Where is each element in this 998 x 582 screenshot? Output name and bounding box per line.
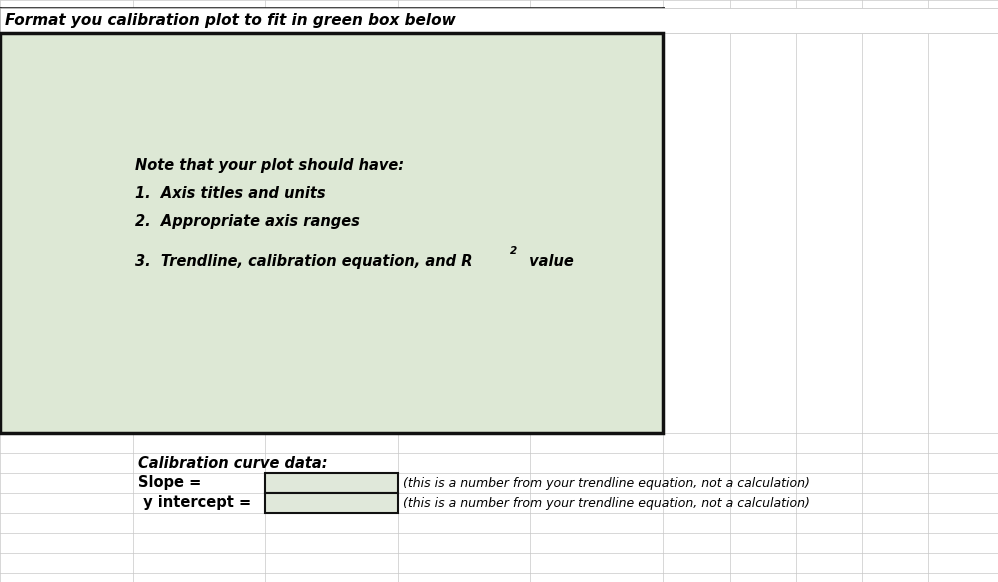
Text: Calibration curve data:: Calibration curve data: <box>138 456 327 470</box>
Bar <box>0 8 998 33</box>
Text: Format you calibration plot to fit in green box below: Format you calibration plot to fit in gr… <box>5 13 456 28</box>
Text: 2: 2 <box>510 246 517 256</box>
Text: 3.  Trendline, calibration equation, and R: 3. Trendline, calibration equation, and … <box>135 254 472 269</box>
Text: (this is a number from your trendline equation, not a calculation): (this is a number from your trendline eq… <box>403 477 809 489</box>
Text: 2.  Appropriate axis ranges: 2. Appropriate axis ranges <box>135 214 360 229</box>
Bar <box>265 493 398 513</box>
Bar <box>0 33 663 433</box>
Text: Note that your plot should have:: Note that your plot should have: <box>135 158 404 173</box>
Text: y intercept =: y intercept = <box>138 495 251 510</box>
Text: Slope =: Slope = <box>138 475 202 491</box>
Text: value: value <box>524 254 574 269</box>
Bar <box>265 473 398 493</box>
Text: (this is a number from your trendline equation, not a calculation): (this is a number from your trendline eq… <box>403 496 809 509</box>
Text: 1.  Axis titles and units: 1. Axis titles and units <box>135 186 325 201</box>
